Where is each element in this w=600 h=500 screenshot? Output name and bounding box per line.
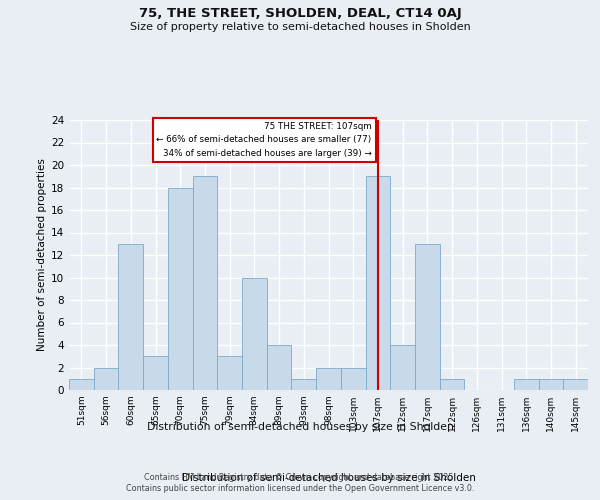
- Bar: [143, 356, 168, 390]
- Bar: [193, 176, 217, 390]
- Y-axis label: Number of semi-detached properties: Number of semi-detached properties: [37, 158, 47, 352]
- X-axis label: Distribution of semi-detached houses by size in Sholden: Distribution of semi-detached houses by …: [182, 473, 475, 483]
- Text: 75, THE STREET, SHOLDEN, DEAL, CT14 0AJ: 75, THE STREET, SHOLDEN, DEAL, CT14 0AJ: [139, 8, 461, 20]
- Bar: [514, 379, 539, 390]
- Text: Distribution of semi-detached houses by size in Sholden: Distribution of semi-detached houses by …: [146, 422, 454, 432]
- Bar: [292, 379, 316, 390]
- Bar: [415, 244, 440, 390]
- Text: Contains public sector information licensed under the Open Government Licence v3: Contains public sector information licen…: [126, 484, 474, 493]
- Bar: [316, 368, 341, 390]
- Text: 75 THE STREET: 107sqm
← 66% of semi-detached houses are smaller (77)
34% of semi: 75 THE STREET: 107sqm ← 66% of semi-deta…: [157, 122, 372, 158]
- Bar: [168, 188, 193, 390]
- Bar: [341, 368, 365, 390]
- Bar: [217, 356, 242, 390]
- Bar: [242, 278, 267, 390]
- Bar: [118, 244, 143, 390]
- Bar: [365, 176, 390, 390]
- Text: Contains HM Land Registry data © Crown copyright and database right 2025.: Contains HM Land Registry data © Crown c…: [144, 472, 456, 482]
- Bar: [94, 368, 118, 390]
- Bar: [440, 379, 464, 390]
- Text: Size of property relative to semi-detached houses in Sholden: Size of property relative to semi-detach…: [130, 22, 470, 32]
- Bar: [563, 379, 588, 390]
- Bar: [539, 379, 563, 390]
- Bar: [69, 379, 94, 390]
- Bar: [267, 345, 292, 390]
- Bar: [390, 345, 415, 390]
